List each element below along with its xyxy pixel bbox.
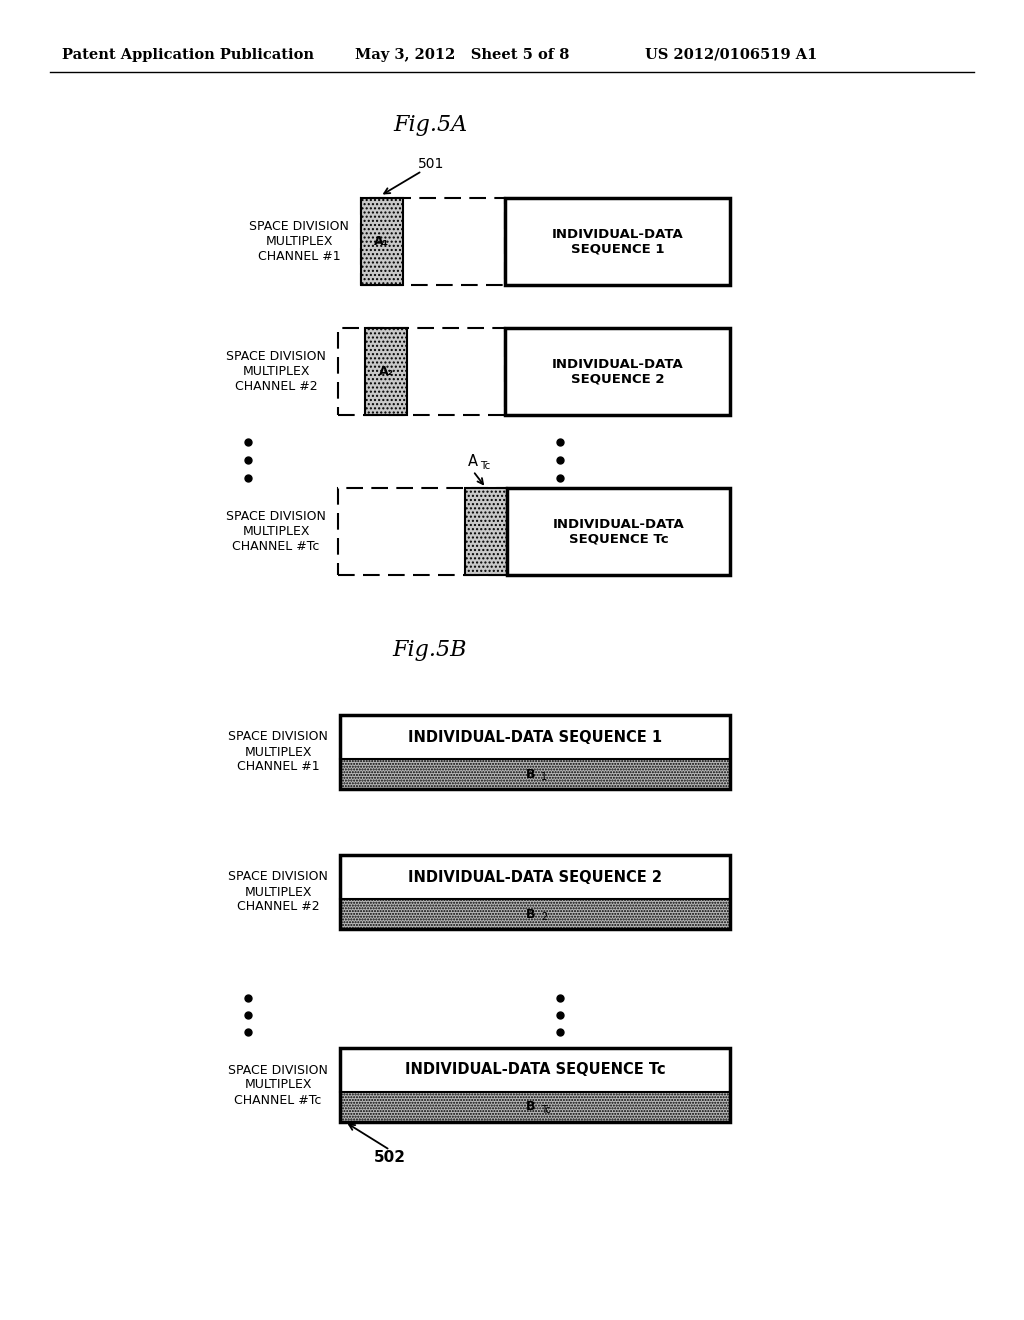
Text: SPACE DIVISION
MULTIPLEX
CHANNEL #1: SPACE DIVISION MULTIPLEX CHANNEL #1 [249,220,349,263]
Text: Fig.5A: Fig.5A [393,114,467,136]
Text: A: A [468,454,478,469]
Text: May 3, 2012   Sheet 5 of 8: May 3, 2012 Sheet 5 of 8 [355,48,569,62]
Text: Tc: Tc [480,461,490,471]
Text: US 2012/0106519 A1: US 2012/0106519 A1 [645,48,817,62]
Text: B: B [526,767,536,780]
Text: B: B [526,908,536,920]
Bar [340,855,730,899]
Bar [340,899,730,929]
Bar [340,1092,730,1122]
Bar [340,715,730,789]
Text: 2: 2 [541,912,547,921]
Text: INDIVIDUAL-DATA
SEQUENCE Tc: INDIVIDUAL-DATA SEQUENCE Tc [553,517,684,545]
Text: SPACE DIVISION
MULTIPLEX
CHANNEL #Tc: SPACE DIVISION MULTIPLEX CHANNEL #Tc [228,1064,328,1106]
Bar [340,1048,730,1122]
Text: A₁: A₁ [375,235,389,248]
Text: Fig.5B: Fig.5B [393,639,467,661]
Text: Patent Application Publication: Patent Application Publication [62,48,314,62]
Text: SPACE DIVISION
MULTIPLEX
CHANNEL #Tc: SPACE DIVISION MULTIPLEX CHANNEL #Tc [226,510,326,553]
Bar [361,198,403,285]
Text: 501: 501 [418,157,444,172]
Bar [338,488,507,576]
Bar [340,1048,730,1092]
Text: SPACE DIVISION
MULTIPLEX
CHANNEL #1: SPACE DIVISION MULTIPLEX CHANNEL #1 [228,730,328,774]
Bar [505,327,730,414]
Bar [365,327,407,414]
Bar [465,488,507,576]
Bar [361,198,505,285]
Bar [340,715,730,759]
Text: A₂: A₂ [379,366,393,378]
Bar [338,327,505,414]
Text: INDIVIDUAL-DATA
SEQUENCE 2: INDIVIDUAL-DATA SEQUENCE 2 [552,358,683,385]
Text: SPACE DIVISION
MULTIPLEX
CHANNEL #2: SPACE DIVISION MULTIPLEX CHANNEL #2 [228,870,328,913]
Text: INDIVIDUAL-DATA SEQUENCE Tc: INDIVIDUAL-DATA SEQUENCE Tc [404,1063,666,1077]
Text: INDIVIDUAL-DATA
SEQUENCE 1: INDIVIDUAL-DATA SEQUENCE 1 [552,227,683,256]
Bar [505,198,730,285]
Bar [340,759,730,789]
Text: INDIVIDUAL-DATA SEQUENCE 1: INDIVIDUAL-DATA SEQUENCE 1 [408,730,663,744]
Text: INDIVIDUAL-DATA SEQUENCE 2: INDIVIDUAL-DATA SEQUENCE 2 [408,870,662,884]
Text: 1: 1 [541,772,547,781]
Text: B: B [526,1101,536,1114]
Bar [507,488,730,576]
Text: 502: 502 [374,1150,406,1164]
Text: SPACE DIVISION
MULTIPLEX
CHANNEL #2: SPACE DIVISION MULTIPLEX CHANNEL #2 [226,350,326,393]
Bar [340,855,730,929]
Text: Tc: Tc [541,1105,551,1115]
